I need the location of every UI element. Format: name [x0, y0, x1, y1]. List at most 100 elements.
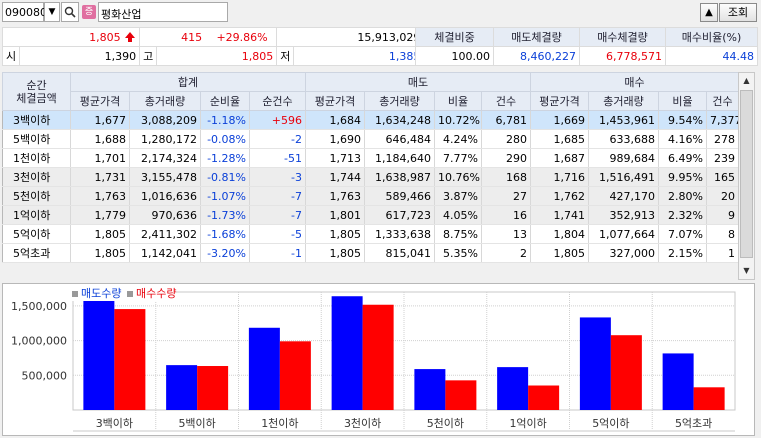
cell-sell-ratio: 10.76%	[434, 167, 482, 187]
cell-net-ratio: -1.18%	[200, 110, 250, 130]
cell-sell-ratio: 10.72%	[434, 110, 482, 130]
table-row[interactable]: 5억이하 1,805 2,411,302 -1.68% -5 1,805 1,333,638…	[2, 224, 739, 244]
cell-net-ratio: -1.07%	[200, 186, 250, 206]
stat-value: 8,460,227	[493, 46, 580, 66]
cell-buy-vol: 1,516,491	[588, 167, 659, 187]
buy-bar	[528, 385, 560, 410]
cell-buy-avg: 1,685	[530, 129, 589, 149]
cell-sum-vol: 2,174,324	[129, 148, 201, 168]
cell-sum-avg: 1,779	[70, 205, 130, 225]
low-label: 저	[276, 46, 295, 66]
search-icon[interactable]	[61, 2, 79, 22]
query-button[interactable]: 조회	[719, 3, 757, 22]
stat-value: 6,778,571	[579, 46, 666, 66]
stat-value: 44.48	[665, 46, 758, 66]
sell-bar	[414, 369, 446, 410]
open-price: 1,390	[19, 46, 141, 66]
execution-grid: 순간 체결금액 합계 매도 매수 평균가격 총거래량 순비율 순건수 평균가격 총거래량 비…	[2, 72, 739, 263]
cell-sell-cnt: 16	[481, 205, 531, 225]
cell-buy-vol: 1,077,664	[588, 224, 659, 244]
column-header: 순비율	[200, 91, 250, 111]
sell-bar	[497, 367, 529, 410]
cell-net-ratio: -1.73%	[200, 205, 250, 225]
sell-bar	[331, 296, 363, 410]
high-price: 1,805	[156, 46, 278, 66]
legend-sell: 매도수량	[81, 287, 122, 300]
cell-sum-vol: 1,280,172	[129, 129, 201, 149]
cell-buy-cnt: 20	[706, 186, 739, 206]
table-row[interactable]: 3백이하 1,677 3,088,209 -1.18% +596 1,684 1,634,2…	[2, 110, 739, 130]
cell-buy-ratio: 6.49%	[658, 148, 707, 168]
sell-bar	[83, 296, 115, 410]
cell-sum-avg: 1,677	[70, 110, 130, 130]
column-header: 비율	[658, 91, 707, 111]
cell-buy-avg: 1,669	[530, 110, 589, 130]
current-price: 1,805	[1, 27, 141, 47]
price-change: 415 +29.86%	[139, 27, 278, 47]
cell-buy-vol: 1,453,961	[588, 110, 659, 130]
stat-header: 매수체결량	[579, 27, 666, 47]
cell-sell-vol: 1,634,248	[364, 110, 435, 130]
sell-bar	[248, 327, 280, 410]
cell-sell-cnt: 13	[481, 224, 531, 244]
cell-buy-cnt: 7,377	[706, 110, 739, 130]
cell-net-cnt: -7	[249, 186, 306, 206]
x-tick-label: 1천이하	[261, 416, 298, 430]
chart-panel: 1,500,000 1,000,000 500,000 3백이하 5백이하 1천이하 3천이…	[2, 283, 755, 436]
cell-sell-ratio: 4.24%	[434, 129, 482, 149]
row-label: 3백이하	[2, 110, 71, 130]
cell-buy-cnt: 1	[706, 243, 739, 263]
table-row[interactable]: 5백이하 1,688 1,280,172 -0.08% -2 1,690 646,484 4.…	[2, 129, 739, 149]
stat-header: 매도체결량	[493, 27, 580, 47]
table-row[interactable]: 3천이하 1,731 3,155,478 -0.81% -3 1,744 1,638,987…	[2, 167, 739, 187]
cell-sell-avg: 1,805	[305, 224, 365, 244]
grid-scrollbar[interactable]: ▲ ▼	[738, 72, 755, 280]
stock-code-input[interactable]: 090080	[2, 2, 47, 22]
buy-bar	[114, 309, 146, 410]
column-header: 순건수	[249, 91, 306, 111]
cell-sell-vol: 1,184,640	[364, 148, 435, 168]
high-label: 고	[139, 46, 158, 66]
cell-buy-vol: 327,000	[588, 243, 659, 263]
cell-sell-avg: 1,805	[305, 243, 365, 263]
cell-buy-cnt: 8	[706, 224, 739, 244]
cell-buy-ratio: 9.95%	[658, 167, 707, 187]
table-row[interactable]: 1억이하 1,779 970,636 -1.73% -7 1,801 617,723 4.05…	[2, 205, 739, 225]
table-row[interactable]: 1천이하 1,701 2,174,324 -1.28% -51 1,713 1,184,64…	[2, 148, 739, 168]
scroll-down-icon[interactable]: ▼	[743, 266, 750, 275]
cell-net-ratio: -1.28%	[200, 148, 250, 168]
row-label: 5억초과	[2, 243, 71, 263]
x-tick-label: 5억초과	[675, 417, 712, 430]
table-row[interactable]: 5억초과 1,805 1,142,041 -3.20% -1 1,805 815,041 5.…	[2, 243, 739, 263]
scroll-up-icon[interactable]: ▲	[743, 76, 750, 85]
y-tick-label: 1,500,000	[11, 300, 67, 313]
cell-sum-vol: 3,155,478	[129, 167, 201, 187]
cell-sell-ratio: 8.75%	[434, 224, 482, 244]
code-dropdown-icon[interactable]: ▼	[44, 2, 60, 22]
column-header: 총거래량	[364, 91, 435, 111]
up-arrow-button[interactable]: ▲	[700, 3, 718, 22]
buy-bar	[445, 380, 477, 410]
cell-sell-ratio: 5.35%	[434, 243, 482, 263]
table-row[interactable]: 5천이하 1,763 1,016,636 -1.07% -7 1,763 589,466 3.…	[2, 186, 739, 206]
x-tick-label: 5억이하	[592, 416, 629, 430]
stat-header: 체결비중	[415, 27, 494, 47]
cell-net-cnt: -7	[249, 205, 306, 225]
cell-buy-vol: 633,688	[588, 129, 659, 149]
execution-stats: 체결비중 매도체결량 매수체결량 매수비율(%) 100.00 8,460,22…	[415, 27, 758, 66]
stock-name-field[interactable]: 평화산업	[98, 2, 228, 22]
x-tick-label: 5백이하	[178, 416, 215, 430]
scroll-thumb[interactable]	[740, 90, 753, 258]
column-header: 평균가격	[530, 91, 589, 111]
cell-sell-avg: 1,690	[305, 129, 365, 149]
buy-bar	[197, 366, 229, 410]
cell-sell-avg: 1,801	[305, 205, 365, 225]
open-label: 시	[1, 46, 21, 66]
cell-sum-vol: 1,142,041	[129, 243, 201, 263]
buy-bar	[362, 304, 394, 410]
legend-buy: 매수수량	[135, 287, 177, 300]
cell-buy-ratio: 2.32%	[658, 205, 707, 225]
cell-net-cnt: -51	[249, 148, 306, 168]
cell-buy-avg: 1,687	[530, 148, 589, 168]
cell-sell-ratio: 7.77%	[434, 148, 482, 168]
